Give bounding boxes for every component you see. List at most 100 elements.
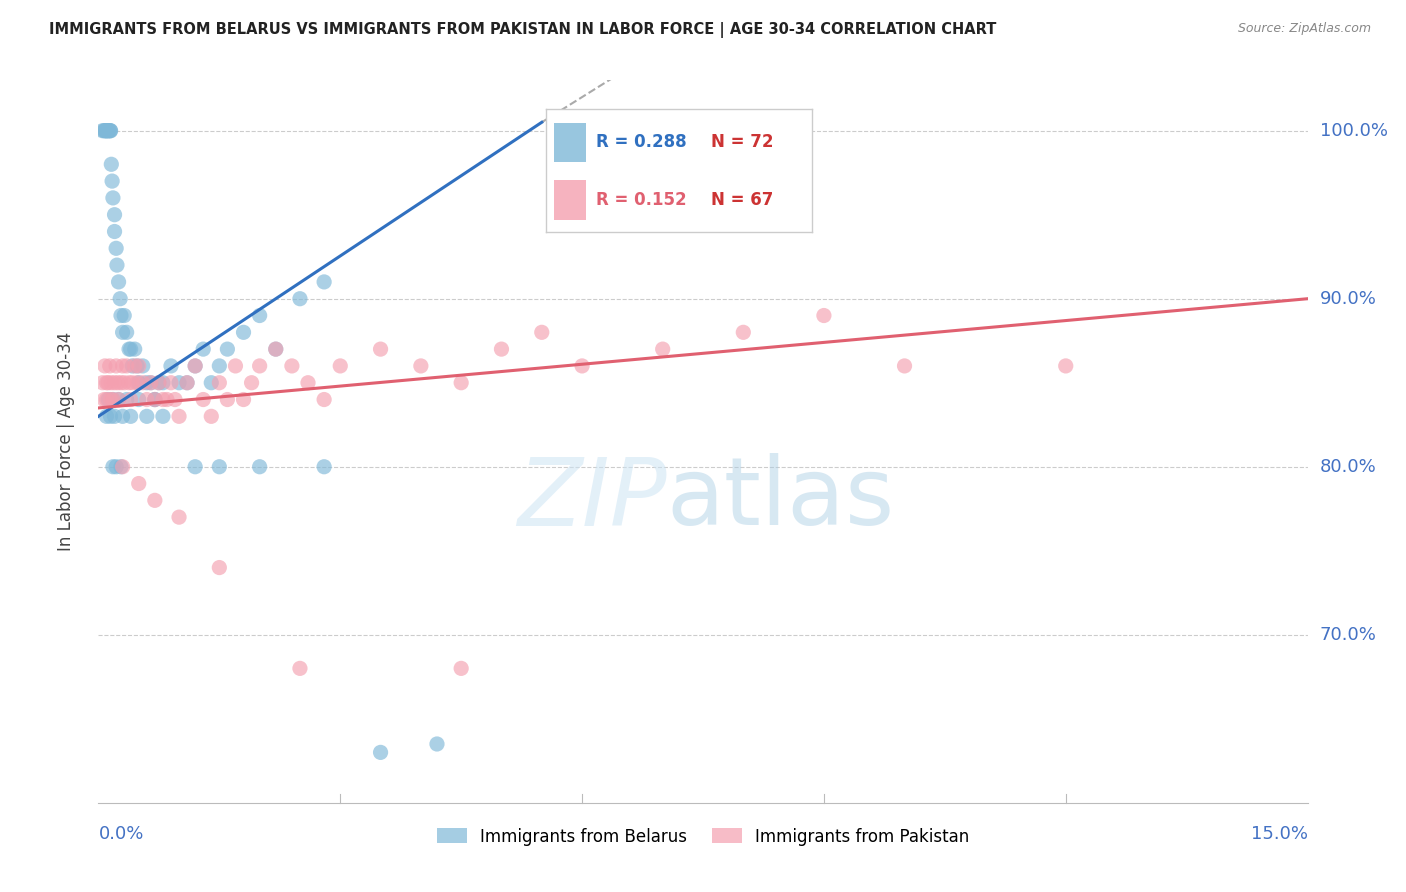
Point <box>127 376 149 390</box>
Point <box>813 309 835 323</box>
Point <box>96 409 118 424</box>
Point <box>107 376 129 390</box>
Point <box>96 392 118 407</box>
Text: 70.0%: 70.0% <box>1320 626 1376 644</box>
Point <box>128 476 150 491</box>
Point <box>314 459 336 474</box>
Point <box>132 376 155 390</box>
Point <box>118 376 141 390</box>
Point <box>530 326 553 340</box>
Text: 100.0%: 100.0% <box>1320 121 1388 140</box>
Point <box>450 661 472 675</box>
Point <box>232 392 254 407</box>
Point <box>112 376 135 390</box>
Point <box>94 359 117 373</box>
Point <box>143 392 166 407</box>
Point <box>101 174 124 188</box>
Point <box>156 392 179 407</box>
Point <box>100 124 122 138</box>
Point <box>100 392 122 407</box>
Point <box>135 392 157 407</box>
Point <box>105 258 128 272</box>
Point <box>152 409 174 424</box>
Point <box>101 191 124 205</box>
Point <box>111 409 134 424</box>
Point <box>208 376 231 390</box>
Point <box>208 359 231 373</box>
Point <box>103 208 125 222</box>
Point <box>96 124 118 138</box>
Text: Source: ZipAtlas.com: Source: ZipAtlas.com <box>1237 22 1371 36</box>
Point <box>100 124 122 138</box>
Point <box>143 493 166 508</box>
Point <box>148 376 170 390</box>
Point <box>120 409 142 424</box>
Point <box>111 459 134 474</box>
Point <box>107 392 129 407</box>
Point <box>224 359 246 373</box>
Point <box>120 342 142 356</box>
Point <box>264 342 287 356</box>
Y-axis label: In Labor Force | Age 30-34: In Labor Force | Age 30-34 <box>56 332 75 551</box>
Point <box>426 737 449 751</box>
Text: IMMIGRANTS FROM BELARUS VS IMMIGRANTS FROM PAKISTAN IN LABOR FORCE | AGE 30-34 C: IMMIGRANTS FROM BELARUS VS IMMIGRANTS FR… <box>49 22 997 38</box>
Point <box>118 342 141 356</box>
Point <box>314 392 336 407</box>
Point <box>115 326 138 340</box>
Point <box>217 342 239 356</box>
Point <box>110 309 132 323</box>
Point <box>152 392 174 407</box>
Point <box>93 124 115 138</box>
Point <box>101 392 124 407</box>
Point <box>132 359 155 373</box>
Point <box>176 376 198 390</box>
Point <box>103 225 125 239</box>
Point <box>97 124 120 138</box>
Point <box>160 359 183 373</box>
Point <box>288 661 311 675</box>
Point <box>121 376 143 390</box>
Point <box>107 392 129 407</box>
Text: 90.0%: 90.0% <box>1320 290 1376 308</box>
Point <box>115 359 138 373</box>
Point <box>96 124 118 138</box>
Point <box>249 459 271 474</box>
Point <box>112 309 135 323</box>
Point <box>139 376 162 390</box>
Point <box>111 326 134 340</box>
Point <box>208 560 231 574</box>
Point <box>103 376 125 390</box>
Point <box>143 392 166 407</box>
Point <box>232 326 254 340</box>
Point <box>111 359 134 373</box>
Point <box>93 392 115 407</box>
Point <box>370 745 392 759</box>
Point <box>101 459 124 474</box>
Point <box>128 392 150 407</box>
Point <box>184 359 207 373</box>
Point <box>135 409 157 424</box>
Point <box>160 376 183 390</box>
Point <box>100 376 122 390</box>
Point <box>288 292 311 306</box>
Point <box>193 342 215 356</box>
Point <box>217 392 239 407</box>
Point <box>249 359 271 373</box>
Point <box>110 376 132 390</box>
Point <box>98 359 121 373</box>
Point <box>128 376 150 390</box>
Point <box>128 359 150 373</box>
Point <box>103 409 125 424</box>
Text: ZIP: ZIP <box>517 454 666 545</box>
Point <box>733 326 755 340</box>
Point <box>167 510 190 524</box>
Point <box>96 124 118 138</box>
Point <box>94 124 117 138</box>
Point <box>163 392 186 407</box>
Point <box>105 241 128 255</box>
Point <box>124 359 146 373</box>
Point <box>143 392 166 407</box>
Point <box>1054 359 1077 373</box>
Point <box>240 376 263 390</box>
Legend: Immigrants from Belarus, Immigrants from Pakistan: Immigrants from Belarus, Immigrants from… <box>430 821 976 852</box>
